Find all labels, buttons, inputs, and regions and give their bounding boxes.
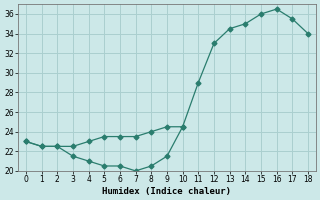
X-axis label: Humidex (Indice chaleur): Humidex (Indice chaleur)	[102, 187, 231, 196]
